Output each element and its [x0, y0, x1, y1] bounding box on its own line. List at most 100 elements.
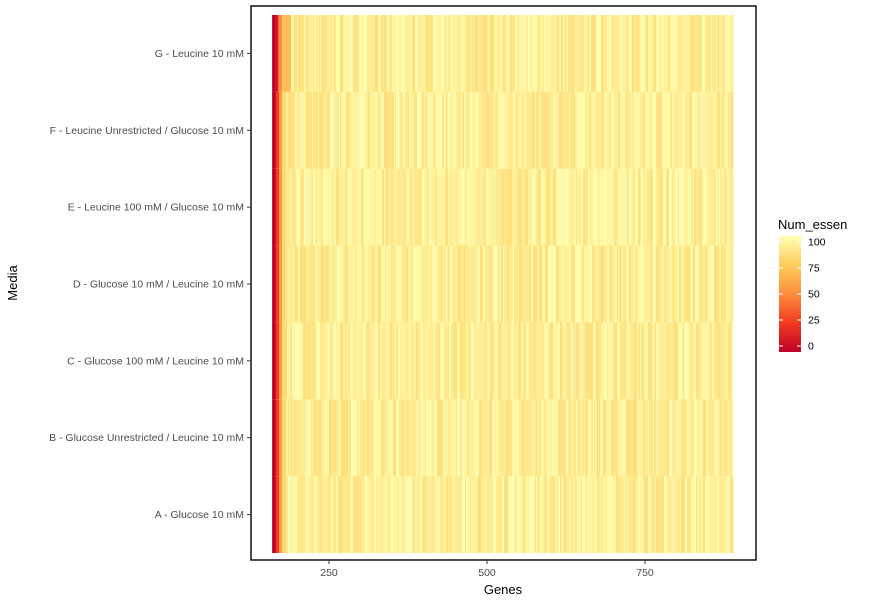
heatmap-stripe	[519, 246, 522, 323]
heatmap-stripe	[570, 92, 573, 169]
heatmap-stripe	[618, 92, 620, 169]
heatmap-stripe	[321, 399, 324, 476]
heatmap-stripe	[607, 246, 609, 323]
heatmap-stripe	[583, 322, 586, 399]
heatmap-stripe	[616, 476, 619, 553]
heatmap-stripe	[693, 246, 695, 323]
heatmap-stripe	[595, 92, 597, 169]
heatmap-stripe	[687, 169, 688, 246]
heatmap-stripe	[519, 15, 522, 92]
heatmap-stripe	[356, 399, 357, 476]
heatmap-stripe	[708, 246, 710, 323]
heatmap-stripe	[306, 15, 308, 92]
heatmap-stripe	[656, 322, 659, 399]
heatmap-stripe	[303, 92, 306, 169]
heatmap-stripe	[381, 246, 383, 323]
heatmap-stripe	[397, 476, 398, 553]
heatmap-stripe	[562, 92, 563, 169]
heatmap-stripe	[474, 92, 476, 169]
heatmap-stripe	[424, 169, 427, 246]
heatmap-stripe	[703, 92, 704, 169]
heatmap-stripe	[331, 476, 333, 553]
heatmap-stripe	[607, 476, 610, 553]
heatmap-stripe	[727, 15, 729, 92]
heatmap-stripe	[671, 476, 672, 553]
heatmap-stripe	[549, 92, 551, 169]
heatmap-stripe	[310, 15, 312, 92]
heatmap-stripe	[690, 399, 693, 476]
heatmap-stripe	[331, 399, 334, 476]
heatmap-stripe	[728, 322, 730, 399]
heatmap-stripe	[585, 476, 587, 553]
heatmap-stripe	[539, 92, 541, 169]
heatmap-stripe	[591, 169, 592, 246]
heatmap-stripe	[568, 399, 569, 476]
heatmap-stripe	[308, 322, 310, 399]
heatmap-stripe	[300, 476, 303, 553]
heatmap-cell	[278, 15, 282, 92]
heatmap-stripe	[412, 322, 413, 399]
heatmap-stripe	[619, 169, 621, 246]
heatmap-stripe	[295, 246, 298, 323]
heatmap-stripe	[672, 399, 673, 476]
heatmap-stripe	[589, 92, 591, 169]
heatmap-stripe	[684, 399, 685, 476]
heatmap-stripe	[480, 15, 483, 92]
heatmap-stripe	[341, 476, 343, 553]
heatmap-stripe	[345, 322, 347, 399]
heatmap-stripe	[702, 322, 703, 399]
heatmap-stripe	[339, 322, 340, 399]
heatmap-stripe	[566, 246, 569, 323]
heatmap-stripe	[570, 169, 572, 246]
heatmap-stripe	[478, 399, 479, 476]
heatmap-stripe	[335, 246, 337, 323]
heatmap-stripe	[345, 246, 348, 323]
heatmap-stripe	[607, 322, 608, 399]
heatmap-stripe	[312, 15, 313, 92]
heatmap-stripe	[493, 476, 496, 553]
heatmap-stripe	[521, 92, 524, 169]
heatmap-stripe	[598, 476, 599, 553]
heatmap-stripe	[625, 476, 628, 553]
heatmap-stripe	[706, 399, 708, 476]
heatmap-stripe	[614, 15, 617, 92]
heatmap-stripe	[345, 169, 346, 246]
heatmap-stripe	[545, 15, 547, 92]
heatmap-stripe	[470, 15, 472, 92]
heatmap-stripe	[640, 476, 643, 553]
heatmap-stripe	[413, 476, 414, 553]
heatmap-stripe	[638, 399, 640, 476]
heatmap-stripe	[549, 322, 551, 399]
heatmap-stripe	[696, 476, 697, 553]
heatmap-stripe	[614, 92, 615, 169]
heatmap-stripe	[677, 476, 678, 553]
heatmap-stripe	[427, 322, 430, 399]
heatmap-stripe	[555, 399, 558, 476]
heatmap-stripe	[583, 246, 584, 323]
heatmap-stripe	[526, 246, 529, 323]
heatmap-stripe	[675, 169, 678, 246]
heatmap-stripe	[384, 92, 387, 169]
heatmap-stripe	[562, 322, 563, 399]
heatmap-cell	[279, 246, 282, 323]
heatmap-stripe	[315, 246, 318, 323]
y-axis: A - Glucose 10 mMB - Glucose Unrestricte…	[49, 48, 251, 521]
heatmap-stripe	[624, 169, 627, 246]
heatmap-stripe	[625, 92, 628, 169]
heatmap-cell	[279, 92, 282, 169]
heatmap-stripe	[513, 92, 515, 169]
heatmap-stripe	[421, 322, 423, 399]
heatmap-stripe	[640, 169, 641, 246]
heatmap-stripe	[586, 169, 588, 246]
heatmap-stripe	[614, 399, 615, 476]
heatmap-stripe	[409, 169, 410, 246]
heatmap-stripe	[474, 246, 477, 323]
heatmap-stripe	[502, 15, 503, 92]
heatmap-stripe	[483, 15, 486, 92]
legend-tick-label: 50	[808, 289, 820, 301]
heatmap-stripe	[703, 322, 706, 399]
heatmap-stripe	[398, 476, 400, 553]
heatmap-stripe	[586, 322, 588, 399]
heatmap-stripe	[717, 15, 719, 92]
